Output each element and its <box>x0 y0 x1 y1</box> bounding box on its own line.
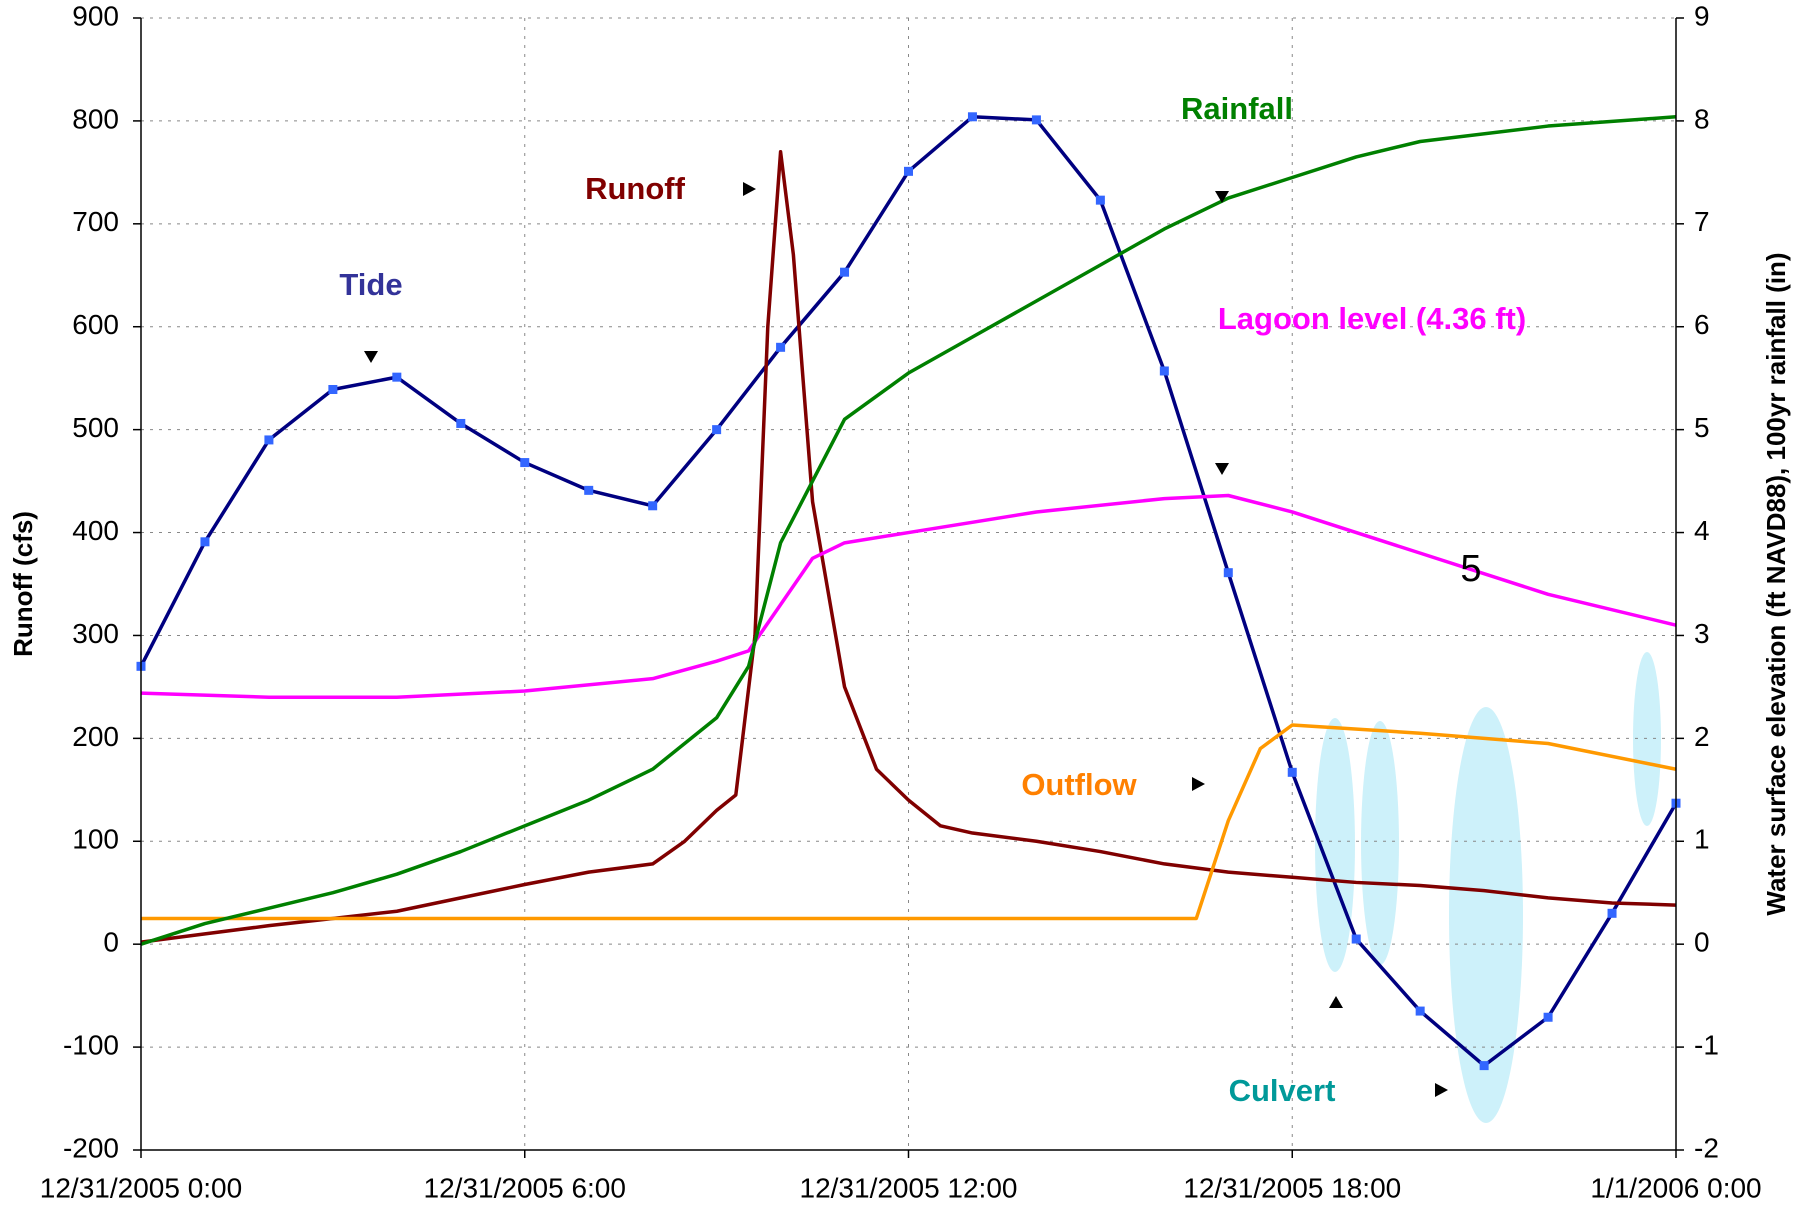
series-layer <box>136 112 1681 1071</box>
series-marker <box>264 435 274 445</box>
annotation: Rainfall <box>1181 91 1293 126</box>
series-marker <box>1543 1012 1553 1022</box>
culvert-ellipse <box>1361 721 1399 965</box>
series-marker <box>1031 115 1041 125</box>
x-tick-label: 12/31/2005 12:00 <box>800 1172 1018 1203</box>
annotation: Runoff <box>585 171 686 206</box>
y-tick-label: -100 <box>63 1029 119 1060</box>
series-marker <box>584 485 594 495</box>
y-tick-label: 200 <box>72 721 119 752</box>
y2-tick-label: 3 <box>1694 618 1710 649</box>
y-tick-label: -200 <box>63 1132 119 1163</box>
x-tick-label: 1/1/2006 0:00 <box>1590 1172 1761 1203</box>
y-tick-label: 700 <box>72 206 119 237</box>
y2-tick-label: -1 <box>1694 1029 1719 1060</box>
y2-tick-label: 7 <box>1694 206 1710 237</box>
series-line <box>140 150 1677 944</box>
series-marker <box>1415 1006 1425 1016</box>
arrow <box>1435 1083 1448 1097</box>
axes <box>140 18 1677 1151</box>
culvert-ellipse <box>1449 707 1523 1123</box>
series-marker <box>392 372 402 382</box>
series-line <box>140 115 1677 946</box>
culvert-ellipse <box>1633 652 1661 826</box>
series-marker <box>840 267 850 277</box>
arrow <box>1215 463 1229 475</box>
series-marker <box>456 418 466 428</box>
y2-tick-label: 8 <box>1694 103 1710 134</box>
series-line <box>139 115 1678 1068</box>
y2-tick-label: -2 <box>1694 1132 1719 1163</box>
annotation: Culvert <box>1229 1073 1336 1108</box>
y2-tick-label: 6 <box>1694 309 1710 340</box>
y-tick-label: 800 <box>72 103 119 134</box>
arrow <box>1329 996 1343 1008</box>
y-tick-label: 0 <box>103 927 119 958</box>
arrows <box>364 182 1448 1097</box>
y2-axis-label: Water surface elevation (ft NAVD88), 100… <box>1761 252 1791 915</box>
series-line <box>140 493 1677 699</box>
annotation: Outflow <box>1021 767 1137 802</box>
y-tick-label: 600 <box>72 309 119 340</box>
annotation: Tide <box>339 267 402 302</box>
annotation: Lagoon level (4.36 ft) <box>1218 301 1526 336</box>
y-tick-label: 400 <box>72 515 119 546</box>
arrow <box>364 351 378 363</box>
annotation: 5 <box>1460 548 1481 590</box>
series-marker <box>1223 568 1233 578</box>
culvert-highlights <box>1315 652 1661 1123</box>
series-marker <box>1351 934 1361 944</box>
y-tick-label: 300 <box>72 618 119 649</box>
series-marker <box>1287 767 1297 777</box>
y2-tick-label: 1 <box>1694 824 1710 855</box>
series-marker <box>904 166 913 176</box>
y-tick-label: 100 <box>72 824 119 855</box>
arrow <box>1192 777 1205 791</box>
x-tick-label: 12/31/2005 6:00 <box>424 1172 626 1203</box>
series-marker <box>648 501 658 511</box>
y-tick-label: 900 <box>72 0 119 31</box>
series-marker <box>1479 1061 1489 1071</box>
y2-tick-label: 4 <box>1694 515 1710 546</box>
y2-tick-label: 0 <box>1694 927 1710 958</box>
x-tick-label: 12/31/2005 18:00 <box>1183 1172 1401 1203</box>
series-marker <box>200 537 210 547</box>
series-marker <box>520 458 530 468</box>
series-marker <box>776 342 786 352</box>
series-marker <box>328 385 338 395</box>
y-axis-label: Runoff (cfs) <box>8 511 38 657</box>
series-marker <box>1159 366 1169 376</box>
arrow <box>1215 191 1229 203</box>
series-line <box>141 723 1677 921</box>
x-tick-label: 12/31/2005 0:00 <box>40 1172 242 1203</box>
arrow <box>743 182 756 196</box>
series-marker <box>1607 908 1617 918</box>
y-tick-label: 500 <box>72 412 119 443</box>
grid <box>140 17 1677 1151</box>
y2-tick-label: 2 <box>1694 721 1710 752</box>
y2-tick-label: 5 <box>1694 412 1710 443</box>
y2-tick-label: 9 <box>1694 0 1710 31</box>
series-marker <box>712 425 722 435</box>
series-marker <box>1095 195 1105 205</box>
series-marker <box>967 112 977 122</box>
